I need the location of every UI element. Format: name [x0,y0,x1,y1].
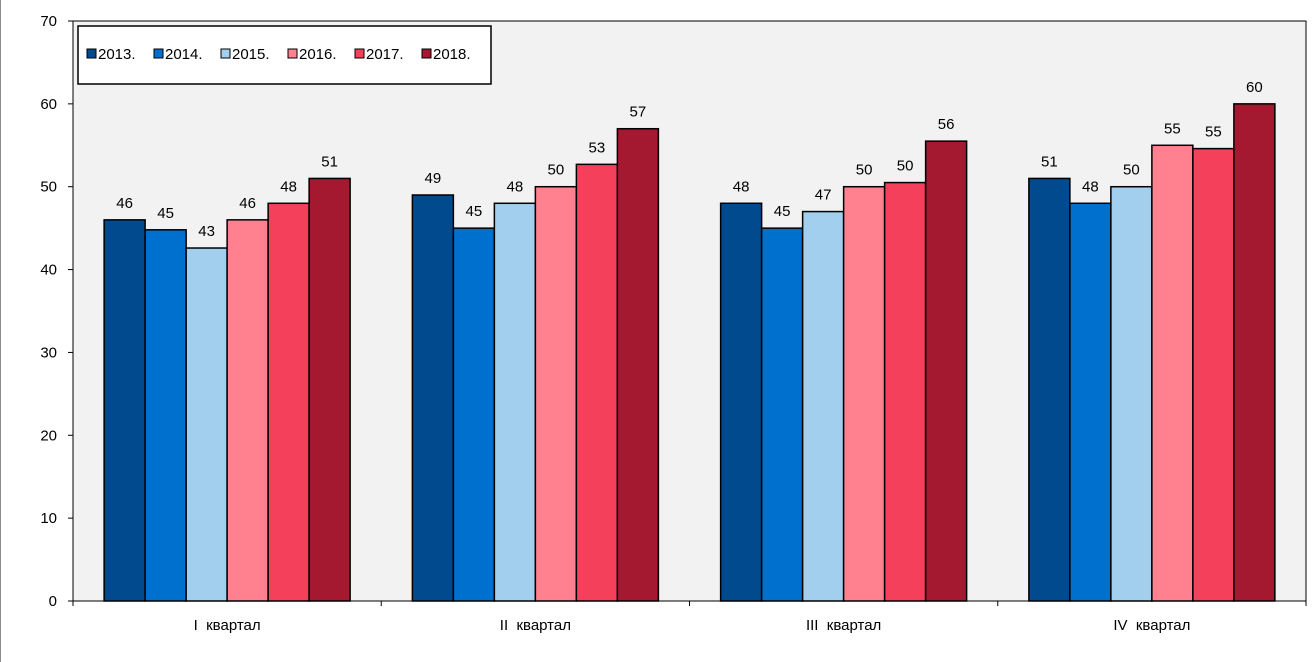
legend-label: 2013. [98,46,136,63]
bar-2014-q1 [144,229,187,602]
data-labels: 46 45 43 46 48 51 49 45 48 50 53 57 48 45 47 50 50 56 51 48… [116,79,1262,240]
bar-2017-q4 [1192,147,1235,602]
bar-2013-q4 [1028,177,1071,602]
bar-2016-q4 [1151,144,1194,602]
data-label: 57 [630,104,647,121]
legend: 2013. 2014. 2015. 2016. 2017. 2018. [77,25,492,85]
bar-2014-q2 [452,227,496,602]
data-label: 49 [425,170,442,187]
bar-2018-q2 [616,127,660,602]
data-label: 55 [1205,124,1222,141]
x-category-label: IV квартал [1113,617,1190,634]
legend-swatch [220,48,231,59]
bar-2016-q3 [842,185,886,602]
legend-label: 2015. [232,46,270,63]
y-tick-label: 50 [40,179,57,196]
x-category-label: II квартал [500,617,571,634]
bar-2018-q4 [1233,103,1276,602]
data-label: 46 [239,195,256,212]
bar-2015-q4 [1110,185,1153,602]
legend-swatch [354,48,365,59]
y-tick-label: 30 [40,344,57,361]
bar-2014-q3 [760,227,804,602]
bar-2013-q3 [719,202,763,602]
bar-2013-q1 [103,219,146,602]
bar-2015-q2 [493,202,537,602]
data-label: 50 [1123,162,1140,179]
y-tick-label: 60 [40,96,57,113]
y-tick-label: 70 [40,13,57,30]
bar-2013-q2 [411,194,455,602]
bar-2015-q1 [185,247,228,602]
legend-label: 2014. [165,46,203,63]
legend-label: 2018. [433,46,471,63]
data-label: 53 [589,139,606,156]
data-label: 48 [280,178,297,195]
bar-2017-q2 [575,163,619,602]
bars [103,103,1276,602]
data-label: 50 [856,162,873,179]
data-label: 48 [507,178,524,195]
bar-2018-q3 [924,140,968,602]
bar-2016-q1 [226,219,269,602]
data-label: 45 [466,203,483,220]
x-category-label: I квартал [194,617,261,634]
data-label: 48 [733,178,750,195]
data-label: 56 [938,116,955,133]
data-label: 43 [198,223,215,240]
data-label: 48 [1082,178,1099,195]
legend-label: 2017. [366,46,404,63]
y-tick-label: 20 [40,427,57,444]
data-label: 55 [1164,120,1181,137]
y-tick-label: 0 [49,593,57,610]
data-label: 60 [1246,79,1263,96]
y-tick-label: 10 [40,510,57,527]
data-label: 51 [1041,153,1058,170]
bar-2015-q3 [801,210,845,602]
bar-2017-q3 [883,181,927,602]
legend-swatch [421,48,432,59]
legend-swatch [86,48,97,59]
bar-2014-q4 [1069,202,1112,602]
legend-swatch [287,48,298,59]
x-category-label: III квартал [806,617,881,634]
bar-2018-q1 [308,177,351,602]
data-label: 45 [157,205,174,222]
legend-label: 2016. [299,46,337,63]
y-axis: 0 10 20 30 40 50 60 70 [40,13,73,610]
data-label: 45 [774,203,791,220]
data-label: 50 [897,158,914,175]
legend-swatch [153,48,164,59]
bar-2017-q1 [267,202,310,602]
data-label: 51 [321,153,338,170]
y-tick-label: 40 [40,262,57,279]
data-label: 50 [548,162,565,179]
data-label: 46 [116,195,133,212]
x-axis: I квартал II квартал III квартал IV квартал [72,601,1307,634]
data-label: 47 [815,187,832,204]
bar-2016-q2 [534,185,578,602]
